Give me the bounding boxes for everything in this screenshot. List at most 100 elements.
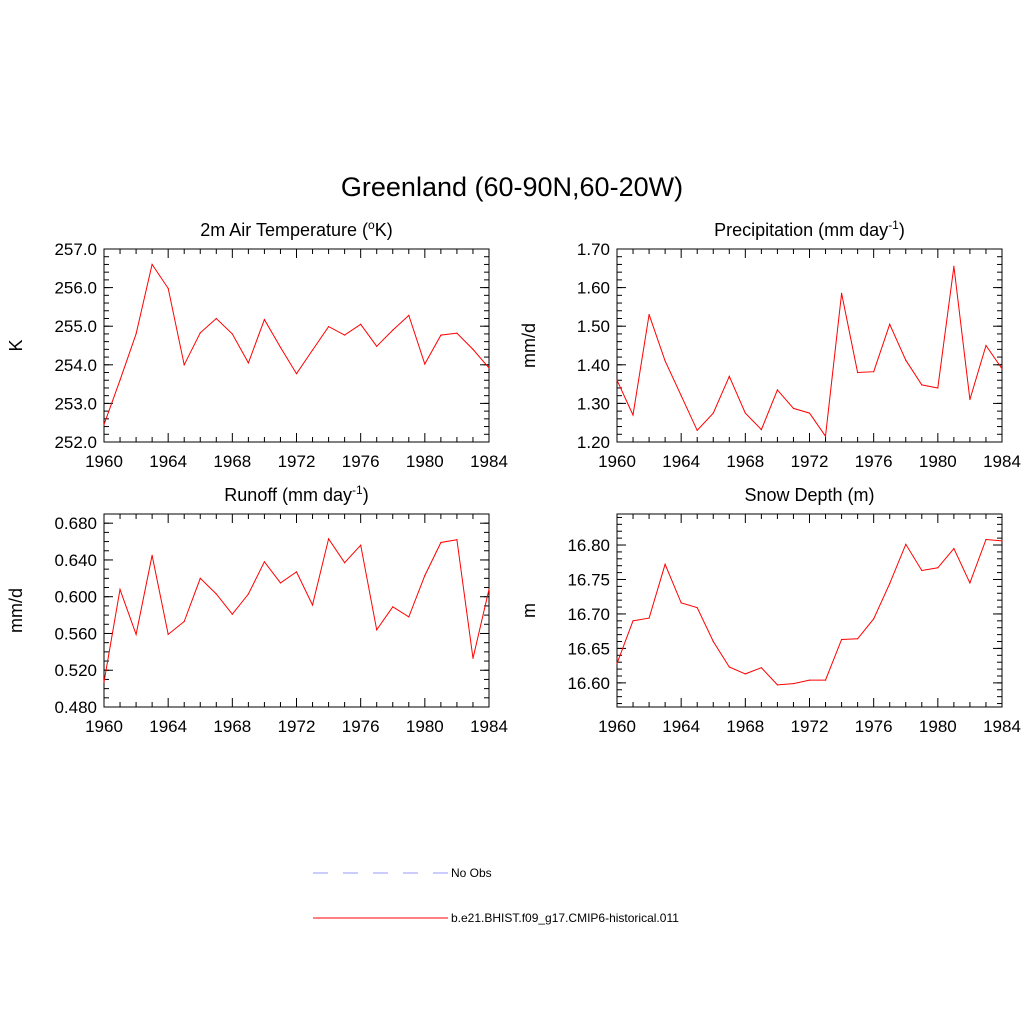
y-tick-label: 1.60 [577, 279, 610, 298]
y-tick-label: 1.70 [577, 240, 610, 259]
data-point [488, 367, 490, 369]
data-point [857, 371, 859, 374]
data-point [183, 620, 185, 623]
data-point [376, 629, 378, 631]
y-tick-label: 1.50 [577, 317, 610, 336]
x-tick-label: 1980 [919, 452, 957, 471]
x-tick-label: 1976 [855, 717, 893, 736]
data-point [295, 373, 298, 375]
panel-title: Runoff (mm day-1) [224, 483, 368, 505]
data-point [760, 667, 762, 669]
data-point [135, 633, 137, 635]
panel-title-tail: K) [375, 220, 393, 240]
data-point [792, 407, 795, 410]
data-point [648, 617, 650, 619]
data-point [824, 679, 827, 681]
x-tick-label: 1968 [726, 717, 764, 736]
data-point [937, 567, 939, 569]
data-point [440, 541, 442, 544]
data-point [295, 571, 298, 573]
data-point [808, 679, 811, 681]
data-point [776, 684, 779, 686]
x-tick-label: 1960 [598, 452, 636, 471]
data-point [712, 640, 714, 643]
panel-title: Snow Depth (m) [744, 485, 874, 505]
y-tick-label: 1.30 [577, 394, 610, 413]
data-point [808, 412, 811, 414]
data-point [247, 593, 249, 595]
data-point [840, 638, 843, 641]
panel-title-superscript: -1 [888, 218, 899, 232]
data-point [408, 616, 410, 618]
y-tick-label: 1.40 [577, 356, 610, 375]
data-point [840, 292, 843, 294]
y-tick-label: 0.480 [54, 698, 97, 717]
plot-frame [103, 513, 490, 708]
panel-title-text: Snow Depth (m) [744, 485, 874, 505]
data-point [376, 345, 378, 347]
y-tick-label: 16.65 [567, 639, 610, 658]
x-tick-label: 1976 [855, 452, 893, 471]
y-tick-label: 0.640 [54, 551, 97, 570]
data-point [440, 334, 442, 336]
data-point [247, 362, 249, 364]
panel-title-superscript: -1 [352, 483, 363, 497]
x-tick-label: 1976 [342, 452, 380, 471]
data-point [103, 424, 105, 426]
data-point [760, 429, 762, 431]
panel-air-temperature: 2m Air Temperature (oK) K 1960 1964 1968 1972… [6, 218, 508, 471]
legend-label-no-obs: No Obs [451, 866, 492, 880]
data-point [215, 317, 217, 320]
data-point [953, 265, 955, 267]
data-point [616, 662, 618, 665]
data-point [985, 344, 987, 347]
data-point [488, 588, 490, 590]
data-point [472, 348, 474, 350]
x-tick-label: 1980 [919, 717, 957, 736]
x-tick-label: 1968 [726, 452, 764, 471]
data-point [921, 384, 923, 386]
y-tick-label: 16.80 [567, 536, 610, 555]
data-point [728, 375, 730, 377]
panel-title-tail: ) [363, 485, 369, 505]
x-tick-label: 1984 [983, 452, 1021, 471]
data-point [616, 379, 618, 381]
y-tick-label: 0.520 [54, 661, 97, 680]
data-point [199, 332, 201, 334]
data-point [664, 360, 666, 362]
y-tick-label: 252.0 [54, 433, 97, 452]
data-point [151, 554, 153, 556]
x-tick-label: 1964 [662, 452, 700, 471]
figure-title: Greenland (60-90N,60-20W) [341, 172, 683, 202]
data-point [408, 314, 410, 316]
x-tick-label: 1968 [213, 717, 251, 736]
data-point [279, 582, 282, 584]
panel-precipitation: Precipitation (mm day-1) mm/d 1960 1964 1968… [519, 218, 1021, 471]
data-point [969, 398, 971, 401]
data-point [456, 332, 458, 334]
data-point [151, 263, 153, 266]
data-point [231, 333, 233, 335]
y-axis-label: m [519, 603, 539, 618]
data-point [792, 682, 795, 685]
data-point [199, 577, 201, 579]
data-point [889, 583, 891, 585]
y-axis-label: mm/d [6, 588, 26, 633]
panel-title-text: Precipitation (mm day [714, 220, 888, 240]
data-point [327, 325, 330, 328]
panel-snow-depth: Snow Depth (m) m 1960 1964 1968 1972 1976 1980 1… [519, 485, 1021, 736]
panel-title-text: Runoff (mm day [224, 485, 352, 505]
y-tick-label: 1.20 [577, 433, 610, 452]
data-point [873, 618, 875, 620]
data-point [680, 602, 682, 604]
panel-title: Precipitation (mm day-1) [714, 218, 905, 240]
data-point [344, 562, 346, 564]
y-tick-label: 16.75 [567, 570, 610, 589]
y-tick-label: 0.680 [54, 514, 97, 533]
y-axis-label: mm/d [519, 323, 539, 368]
data-point [937, 387, 939, 389]
data-point [857, 638, 859, 640]
data-point [311, 604, 314, 606]
y-tick-label: 256.0 [54, 279, 97, 298]
